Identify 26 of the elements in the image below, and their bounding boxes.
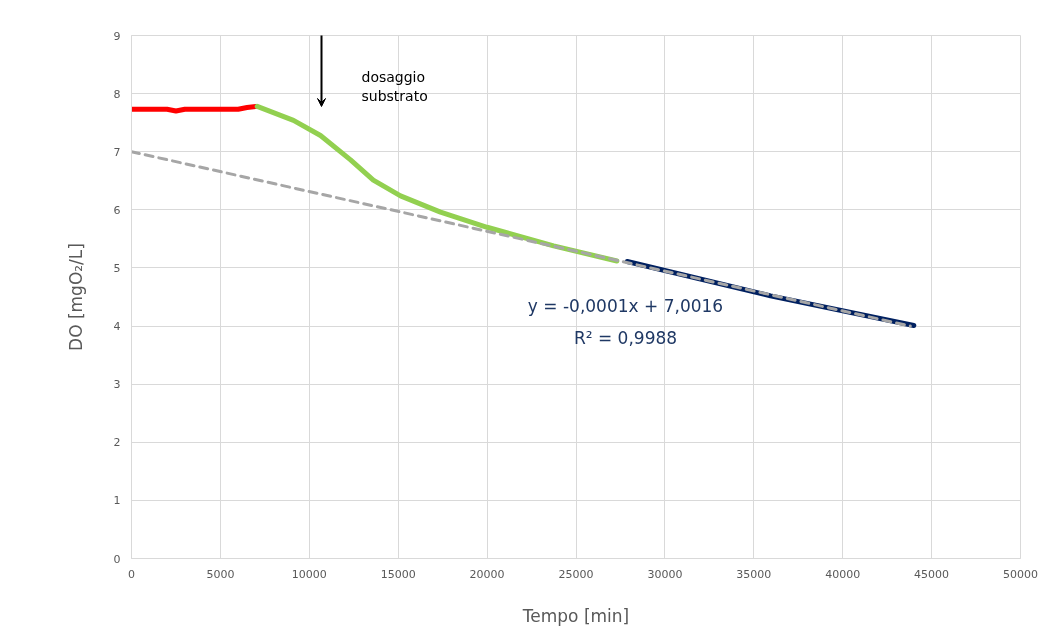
y-tick-label: 4	[113, 320, 121, 334]
x-tick-label: 30000	[647, 567, 683, 581]
y-tick-label: 5	[113, 261, 121, 275]
y-tick-label: 2	[113, 436, 121, 450]
x-tick-label: 50000	[1003, 567, 1038, 581]
x-tick-label: 5000	[206, 567, 235, 581]
x-tick-label: 15000	[380, 567, 416, 581]
y-tick-label: 8	[113, 87, 121, 101]
y-tick-label: 1	[113, 494, 121, 508]
y-tick-label: 6	[113, 203, 121, 217]
x-tick-label: 45000	[914, 567, 950, 581]
x-tick-label: 0	[128, 567, 135, 581]
x-tick-label: 20000	[469, 567, 505, 581]
y-tick-label: 0	[113, 552, 121, 566]
annotation: y = -0,0001x + 7,0016	[527, 295, 724, 316]
y-tick-label: 3	[113, 378, 121, 392]
x-tick-label: 40000	[825, 567, 861, 581]
x-tick-label: 35000	[736, 567, 772, 581]
annotation: R² = 0,9988	[573, 327, 678, 348]
x-tick-label: 25000	[558, 567, 594, 581]
x-axis-title: Tempo [min]	[521, 605, 630, 626]
y-axis-title: DO [mgO₂/L]	[65, 243, 86, 351]
annotation: dosaggio substrato	[361, 68, 428, 105]
y-tick-label: 9	[113, 29, 121, 43]
y-tick-label: 7	[113, 145, 121, 159]
x-tick-label: 10000	[291, 567, 327, 581]
